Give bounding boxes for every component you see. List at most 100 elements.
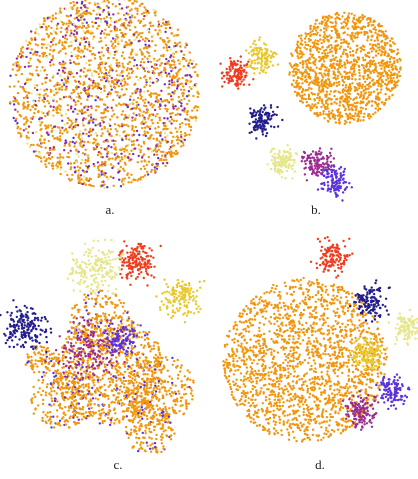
dot: [107, 377, 110, 380]
dot: [158, 107, 162, 111]
dot: [348, 182, 351, 185]
dot: [121, 138, 124, 142]
dot: [194, 119, 198, 123]
dot: [318, 164, 321, 167]
dot: [68, 59, 72, 62]
dot: [61, 47, 64, 51]
dot: [100, 30, 104, 33]
dot: [143, 40, 147, 43]
dot: [73, 166, 76, 169]
dot: [314, 39, 317, 42]
dot: [68, 396, 72, 399]
dot: [127, 143, 130, 146]
dot: [161, 100, 164, 103]
dot: [143, 160, 146, 163]
dot: [48, 162, 51, 165]
dot: [51, 17, 55, 21]
dot: [356, 88, 359, 92]
dot: [350, 65, 353, 69]
dot: [110, 40, 113, 43]
dot: [362, 75, 365, 78]
dot: [103, 17, 106, 20]
dot: [126, 74, 129, 78]
dot: [147, 39, 151, 43]
dot: [51, 43, 55, 46]
dot: [376, 39, 379, 42]
dot: [341, 89, 344, 92]
dot: [51, 54, 54, 58]
dot: [26, 137, 29, 141]
dot: [146, 50, 149, 54]
dot: [91, 87, 95, 90]
dot: [388, 97, 391, 100]
dot: [62, 45, 66, 48]
dot: [88, 141, 92, 144]
dot: [104, 414, 107, 417]
dot: [97, 51, 101, 54]
dot: [83, 47, 87, 50]
dot: [122, 379, 125, 383]
dot: [374, 44, 378, 48]
dot: [94, 84, 97, 87]
dot: [181, 121, 184, 125]
dot: [29, 121, 33, 124]
dot: [389, 39, 392, 43]
dot: [96, 161, 100, 164]
dot: [320, 168, 323, 172]
dot: [95, 70, 98, 74]
dot: [108, 69, 112, 72]
dot: [309, 53, 312, 56]
dot: [331, 178, 335, 182]
dot: [89, 116, 93, 119]
dot: [91, 84, 94, 87]
dot: [320, 65, 323, 68]
dot: [324, 95, 327, 99]
dot: [315, 33, 318, 36]
dot: [300, 39, 303, 42]
dot: [169, 75, 172, 78]
dot: [270, 149, 273, 152]
dot: [143, 130, 146, 133]
dot: [374, 28, 377, 32]
dot: [191, 109, 194, 112]
dot: [92, 79, 95, 83]
dot: [169, 65, 172, 69]
dot: [312, 170, 315, 174]
dot: [335, 81, 338, 84]
dot: [53, 93, 56, 97]
dot: [308, 81, 311, 85]
dot: [17, 64, 20, 67]
dot: [344, 119, 347, 123]
dot: [171, 91, 174, 94]
dot: [321, 46, 324, 49]
dot: [351, 103, 354, 107]
dot: [94, 109, 98, 112]
dot: [173, 83, 176, 87]
dot: [353, 58, 356, 61]
dot: [128, 152, 131, 156]
dot: [149, 125, 153, 128]
dot: [123, 93, 127, 96]
dot: [18, 68, 21, 71]
dot: [69, 167, 72, 171]
dot: [138, 381, 141, 385]
dot: [185, 67, 188, 71]
dot: [91, 37, 95, 41]
dot: [353, 21, 356, 25]
dot: [137, 78, 140, 82]
dot: [112, 184, 115, 187]
dot: [248, 122, 251, 125]
dot: [320, 151, 323, 154]
dot: [291, 66, 294, 69]
dot: [121, 74, 124, 78]
dot: [192, 116, 195, 119]
dot: [79, 69, 83, 72]
dot: [291, 164, 295, 167]
dot: [327, 164, 331, 167]
dot: [118, 61, 121, 64]
dot: [142, 47, 146, 50]
dot: [228, 65, 231, 69]
dot: [44, 146, 47, 149]
dot: [348, 83, 352, 86]
dot: [73, 79, 77, 82]
